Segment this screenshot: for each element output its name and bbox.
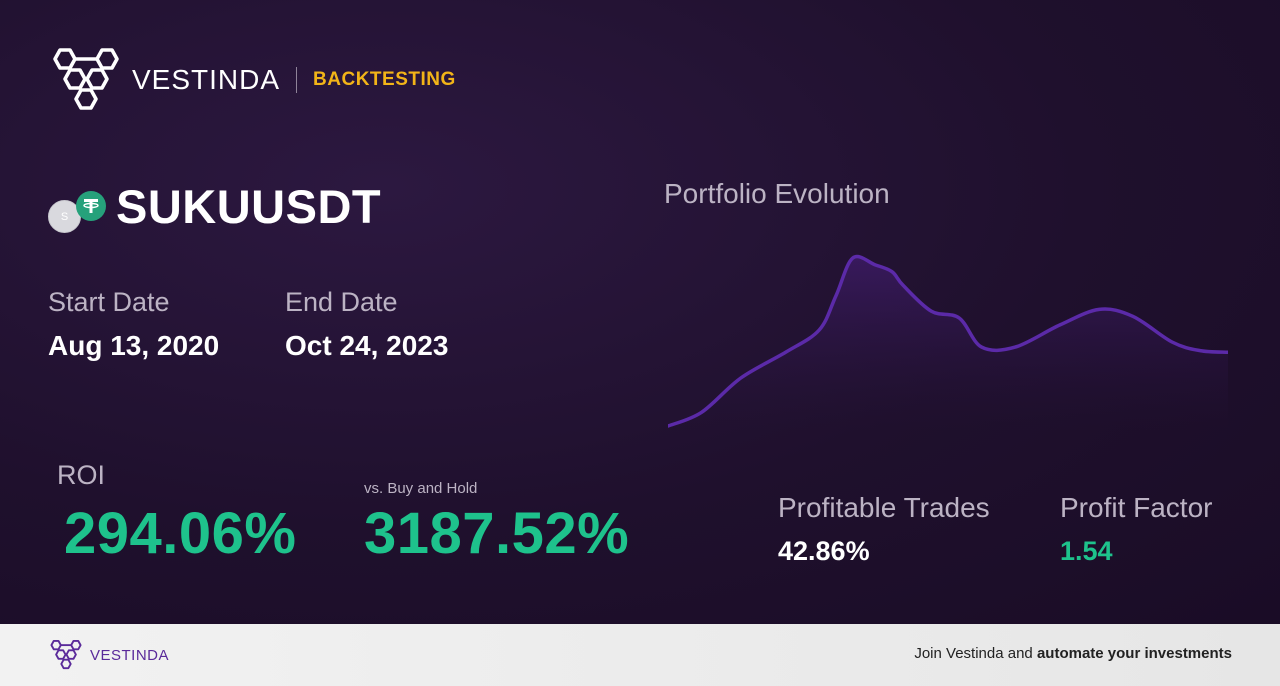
coin-icons: S: [48, 178, 108, 234]
profit-factor-value: 1.54: [1060, 536, 1113, 566]
chart-title: Portfolio Evolution: [664, 178, 890, 209]
header-divider: [296, 67, 298, 93]
pair-name: SUKUUSDT: [116, 179, 382, 233]
buy-hold-label: vs. Buy and Hold: [364, 480, 478, 497]
header: VESTINDA BACKTESTING: [48, 46, 456, 114]
footer-cta-prefix: Join Vestinda and: [914, 645, 1037, 662]
footer-cta[interactable]: Join Vestinda and automate your investme…: [914, 645, 1232, 662]
footer-brand: VESTINDA: [90, 646, 170, 664]
footer-logo[interactable]: VESTINDA: [48, 639, 169, 671]
trading-pair: S SUKUUSDT: [48, 178, 381, 234]
tether-glyph-icon: [83, 199, 99, 213]
brand-name: VESTINDA: [132, 64, 281, 95]
portfolio-evolution-chart: [668, 254, 1228, 430]
base-coin-letter: S: [60, 210, 69, 223]
roi-value: 294.06%: [64, 501, 297, 566]
start-date-value: Aug 13, 2020: [48, 330, 220, 361]
backtest-card: VESTINDA BACKTESTING S SUKUUSDT Start Da…: [0, 0, 1280, 624]
footer: VESTINDA Join Vestinda and automate your…: [0, 624, 1280, 686]
chart-series-line: [668, 254, 1228, 428]
section-label: BACKTESTING: [313, 69, 456, 90]
profit-factor: Profit Factor 1.54: [1060, 490, 1212, 568]
profitable-trades-value: 42.86%: [778, 536, 870, 566]
vestinda-footer-logo-icon: [50, 639, 82, 670]
start-date-label: Start Date: [48, 287, 170, 317]
end-date-value: Oct 24, 2023: [285, 330, 449, 361]
tether-icon: [76, 191, 106, 221]
roi-label: ROI: [57, 460, 106, 490]
profitable-trades: Profitable Trades 42.86%: [778, 490, 990, 568]
chart-area: [668, 256, 1228, 430]
profit-factor-label: Profit Factor: [1060, 492, 1213, 523]
profitable-trades-label: Profitable Trades: [778, 492, 990, 523]
end-date-label: End Date: [285, 287, 398, 317]
vestinda-logo-icon: [53, 48, 119, 110]
footer-cta-bold: automate your investments: [1036, 645, 1232, 662]
buy-hold-value: 3187.52%: [364, 501, 630, 566]
start-date: Start Date Aug 13, 2020: [48, 284, 219, 364]
end-date: End Date Oct 24, 2023: [285, 284, 448, 364]
